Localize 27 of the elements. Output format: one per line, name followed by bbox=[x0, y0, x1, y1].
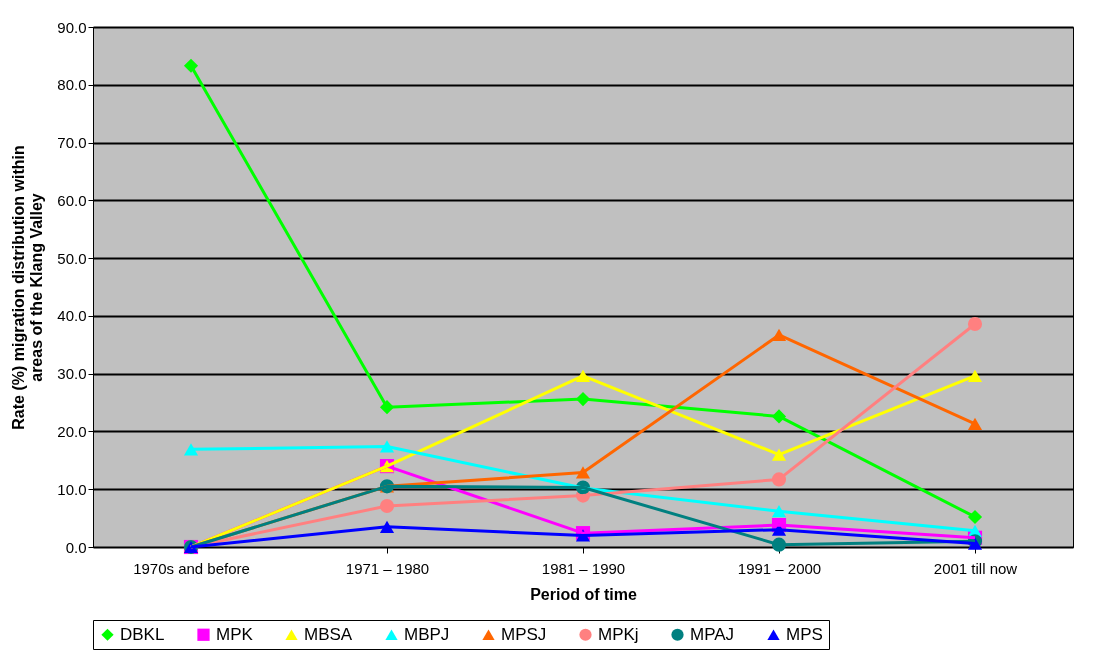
point bbox=[967, 509, 983, 525]
point bbox=[967, 417, 983, 431]
x-tick-label: 1981 – 1990 bbox=[541, 559, 626, 577]
legend-label: DBKL bbox=[120, 624, 165, 644]
legend-label: MPAJ bbox=[690, 624, 735, 644]
y-tick-label: 30.0 bbox=[57, 365, 87, 383]
legend-label: MPK bbox=[216, 624, 254, 644]
y-tick-label: 80.0 bbox=[57, 76, 87, 94]
y-tick-label: 90.0 bbox=[57, 18, 87, 36]
y-tick-label: 50.0 bbox=[57, 249, 87, 267]
y-tick-label: 20.0 bbox=[57, 422, 87, 440]
y-axis-title: Rate (%) migration distribution within areas of the Klang Valley bbox=[10, 145, 46, 430]
y-tick-label: 0.0 bbox=[65, 538, 87, 556]
x-axis-title: Period of time bbox=[530, 585, 637, 603]
legend-label: MBPJ bbox=[404, 624, 450, 644]
x-tick-label: 1991 – 2000 bbox=[737, 559, 822, 577]
legend-label: MPKj bbox=[598, 624, 639, 644]
x-tick-label: 2001 till now bbox=[933, 559, 1018, 577]
y-tick-label: 40.0 bbox=[57, 307, 87, 325]
y-tick-label: 60.0 bbox=[57, 191, 87, 209]
y-tick-label: 70.0 bbox=[57, 134, 87, 152]
x-tick-label: 1970s and before bbox=[133, 559, 250, 577]
legend-label: MBSA bbox=[304, 624, 353, 644]
legend-label: MPSJ bbox=[501, 624, 547, 644]
legend-label: MPS bbox=[786, 624, 823, 644]
x-tick-label: 1971 – 1980 bbox=[345, 559, 430, 577]
y-tick-label: 10.0 bbox=[57, 480, 87, 498]
